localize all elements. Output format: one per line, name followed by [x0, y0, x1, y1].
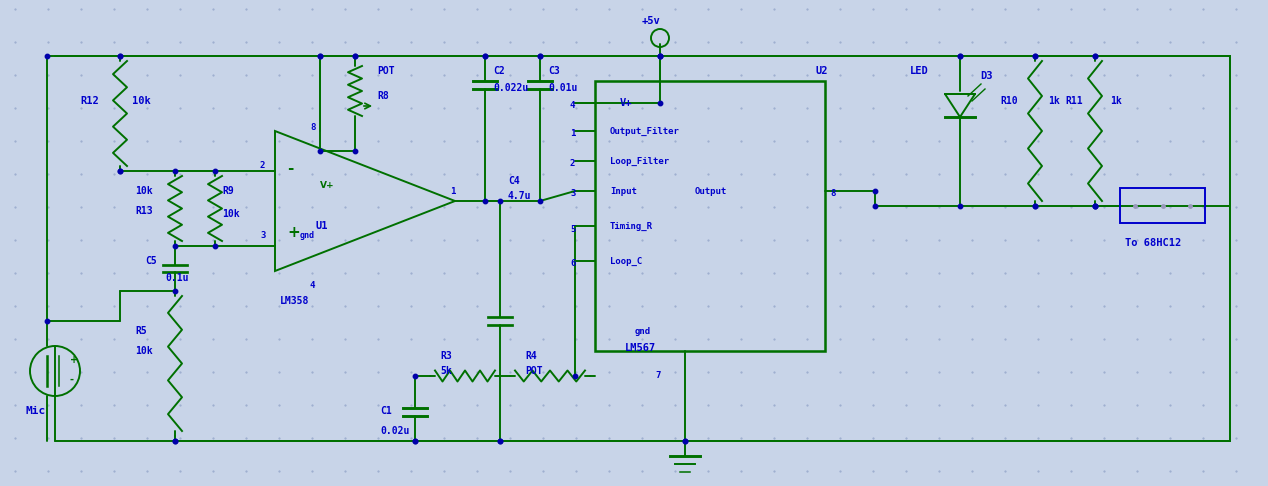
- Text: 10k: 10k: [134, 346, 152, 356]
- Text: 4.7u: 4.7u: [508, 191, 531, 201]
- Text: 1: 1: [571, 129, 576, 139]
- Text: -: -: [70, 375, 74, 385]
- Text: R10: R10: [1000, 96, 1018, 106]
- Text: 8: 8: [309, 123, 316, 133]
- Text: 10k: 10k: [222, 209, 240, 219]
- Text: 5: 5: [571, 225, 576, 233]
- Text: 3: 3: [260, 231, 265, 241]
- Text: 1: 1: [450, 187, 455, 195]
- Text: +: +: [287, 226, 299, 241]
- Bar: [1120, 189, 1205, 224]
- Text: U2: U2: [815, 66, 828, 76]
- Text: POT: POT: [377, 66, 394, 76]
- Text: V+: V+: [320, 181, 335, 191]
- Text: 10k: 10k: [134, 186, 152, 196]
- Text: Timing_R: Timing_R: [610, 222, 653, 230]
- Text: 4: 4: [571, 102, 576, 110]
- Text: LM567: LM567: [625, 343, 657, 353]
- Text: R5: R5: [134, 326, 147, 336]
- Text: C3: C3: [548, 66, 559, 76]
- Text: Mic: Mic: [25, 406, 46, 416]
- Text: Output: Output: [695, 187, 728, 195]
- Text: C4: C4: [508, 176, 520, 186]
- Text: 3: 3: [571, 190, 576, 198]
- Text: R12: R12: [80, 96, 99, 106]
- Text: Loop_Filter: Loop_Filter: [610, 156, 670, 166]
- Text: C5: C5: [145, 256, 157, 266]
- Text: 10k: 10k: [132, 96, 151, 106]
- Text: 6: 6: [571, 260, 576, 268]
- Text: gnd: gnd: [301, 231, 314, 241]
- Bar: [595, 81, 825, 351]
- Text: 2: 2: [571, 159, 576, 169]
- Text: 0.1u: 0.1u: [165, 273, 189, 283]
- Text: 1k: 1k: [1110, 96, 1122, 106]
- Text: 1k: 1k: [1047, 96, 1060, 106]
- Text: LED: LED: [910, 66, 928, 76]
- Text: To 68HC12: To 68HC12: [1125, 239, 1182, 248]
- Text: C1: C1: [380, 406, 392, 416]
- Text: 4: 4: [309, 281, 316, 291]
- Text: R9: R9: [222, 186, 233, 196]
- Text: 2: 2: [260, 161, 265, 171]
- Text: 0.02u: 0.02u: [380, 426, 410, 436]
- Text: +5v: +5v: [642, 16, 661, 26]
- Text: D3: D3: [980, 71, 993, 81]
- Text: U1: U1: [314, 221, 327, 231]
- Text: R8: R8: [377, 91, 389, 101]
- Text: R3: R3: [440, 351, 451, 361]
- Text: Loop_C: Loop_C: [610, 257, 643, 265]
- Text: R13: R13: [134, 206, 152, 216]
- Text: 7: 7: [656, 371, 661, 381]
- Text: C2: C2: [493, 66, 505, 76]
- Text: POT: POT: [525, 366, 543, 376]
- Text: gnd: gnd: [635, 327, 652, 335]
- Text: Input: Input: [610, 187, 637, 195]
- Text: +: +: [70, 355, 79, 365]
- Text: 5k: 5k: [440, 366, 451, 376]
- Text: 0.022u: 0.022u: [493, 83, 529, 93]
- Text: V+: V+: [620, 98, 633, 108]
- Text: R4: R4: [525, 351, 536, 361]
- Text: LM358: LM358: [280, 296, 309, 306]
- Text: Output_Filter: Output_Filter: [610, 126, 680, 136]
- Text: 0.01u: 0.01u: [548, 83, 577, 93]
- Text: -: -: [287, 161, 293, 176]
- Text: R11: R11: [1065, 96, 1083, 106]
- Text: 8: 8: [831, 190, 836, 198]
